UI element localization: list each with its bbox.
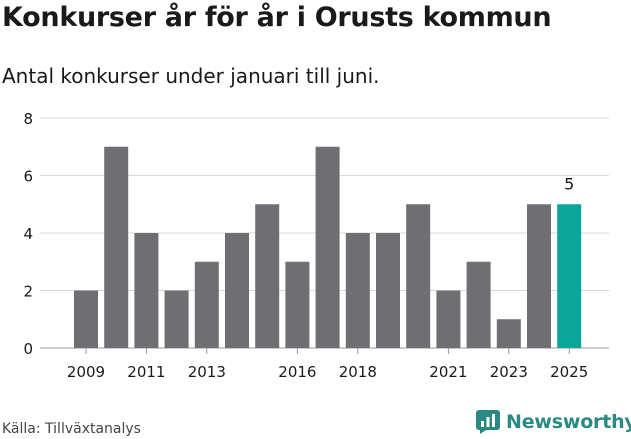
source-note: Källa: Tillväxtanalys: [2, 421, 141, 437]
y-tick-label: 2: [23, 283, 33, 301]
bar: [436, 290, 461, 348]
x-tick-label: 2018: [339, 363, 377, 381]
chart-title: Konkurser år för år i Orusts kommun: [2, 2, 552, 33]
bar: [164, 290, 189, 348]
x-tick-label: 2009: [67, 363, 105, 381]
x-tick-label: 2021: [429, 363, 467, 381]
y-tick-label: 0: [23, 340, 33, 358]
x-tick-label: 2013: [188, 363, 226, 381]
bar: [376, 233, 400, 348]
bar-chart: 0 2 4 6 8 2009 2011 2013 2016 2018 2021 2023 2025 5: [23, 110, 609, 381]
bar: [74, 290, 98, 348]
bar: [406, 204, 431, 348]
bar: [527, 204, 551, 348]
data-label: 5: [564, 174, 574, 193]
bar: [194, 261, 219, 348]
bar: [466, 261, 491, 348]
newsworthy-icon: [476, 410, 500, 434]
bar: [345, 233, 370, 348]
bar: [134, 233, 159, 348]
bar: [496, 319, 521, 348]
brand-name: Newsworthy: [506, 411, 631, 433]
bar: [285, 261, 310, 348]
chart-subtitle: Antal konkurser under januari till juni.: [2, 64, 380, 88]
bar: [315, 146, 340, 348]
bar: [557, 204, 582, 348]
x-tick-label: 2025: [550, 363, 588, 381]
y-tick-label: 8: [23, 110, 33, 128]
y-tick-label: 6: [23, 168, 33, 186]
y-tick-label: 4: [23, 225, 33, 243]
bar: [255, 204, 280, 348]
newsworthy-logo: Newsworthy: [476, 408, 631, 436]
bar: [104, 146, 129, 348]
x-tick-label: 2023: [490, 363, 528, 381]
bar: [225, 233, 249, 348]
x-tick-label: 2016: [278, 363, 316, 381]
x-tick-label: 2011: [127, 363, 165, 381]
